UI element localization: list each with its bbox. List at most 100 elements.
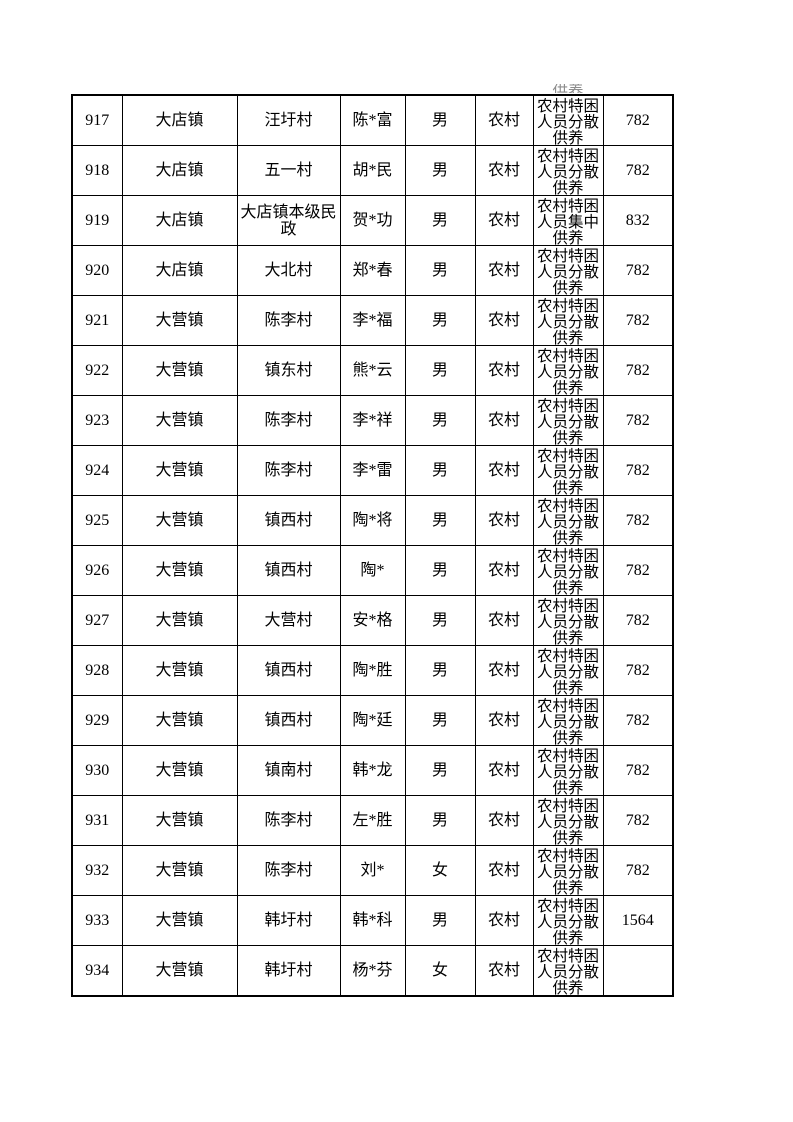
cell-village: 陈李村 [236,795,341,846]
cell-amount: 782 [602,295,674,346]
cell-gender: 男 [404,345,476,396]
table-row: 932 大营镇 陈李村 刘* 女 农村 农村特困人员分散供养 782 [71,845,674,896]
cell-name: 陶*廷 [339,695,406,746]
cell-gender: 女 [404,845,476,896]
cell-serial-number: 926 [71,545,123,596]
cell-amount: 782 [602,695,674,746]
cell-serial-number: 927 [71,595,123,646]
cell-hukou-type: 农村 [474,295,534,346]
table-row: 926 大营镇 镇西村 陶* 男 农村 农村特困人员分散供养 782 [71,545,674,596]
assistance-category-text: 农村特困人员分散供养 [536,448,599,495]
assistance-category-text: 农村特困人员分散供养 [536,348,599,395]
cell-town: 大营镇 [121,595,238,646]
cell-town: 大店镇 [121,245,238,296]
table-row: 919 大店镇 大店镇本级民政 贺*功 男 农村 农村特困人员集中供养 832 [71,195,674,246]
cell-assistance-category: 农村特困人员分散供养 [532,395,604,446]
cell-amount: 782 [602,845,674,896]
cell-assistance-category: 农村特困人员分散供养 [532,795,604,846]
cell-village: 镇东村 [236,345,341,396]
cell-assistance-category: 农村特困人员分散供养 [532,145,604,196]
cell-hukou-type: 农村 [474,895,534,946]
assistance-category-text: 农村特困人员分散供养 [536,498,599,545]
cell-amount: 782 [602,245,674,296]
table-row: 923 大营镇 陈李村 李*祥 男 农村 农村特困人员分散供养 782 [71,395,674,446]
cell-name: 贺*功 [339,195,406,246]
table-row: 924 大营镇 陈李村 李*雷 男 农村 农村特困人员分散供养 782 [71,445,674,496]
cell-amount: 782 [602,495,674,546]
assistance-category-text: 农村特困人员集中供养 [536,198,599,245]
cell-town: 大营镇 [121,845,238,896]
cell-amount: 1564 [602,895,674,946]
cell-assistance-category: 农村特困人员分散供养 [532,745,604,796]
assistance-category-text: 农村特困人员分散供养 [536,948,599,996]
cell-amount: 782 [602,94,674,146]
cell-village: 镇西村 [236,645,341,696]
cell-serial-number: 924 [71,445,123,496]
cell-hukou-type: 农村 [474,945,534,997]
cell-serial-number: 923 [71,395,123,446]
assistance-category-text: 农村特困人员分散供养 [536,698,599,745]
cell-assistance-category: 农村特困人员分散供养 [532,895,604,946]
cell-gender: 男 [404,395,476,446]
cell-gender: 男 [404,94,476,146]
cell-serial-number: 928 [71,645,123,696]
cell-amount: 782 [602,345,674,396]
table-row: 922 大营镇 镇东村 熊*云 男 农村 农村特困人员分散供养 782 [71,345,674,396]
cell-hukou-type: 农村 [474,195,534,246]
cell-serial-number: 920 [71,245,123,296]
table-row: 918 大店镇 五一村 胡*民 男 农村 农村特困人员分散供养 782 [71,145,674,196]
cell-amount [602,945,674,997]
assistance-category-text: 农村特困人员分散供养 [536,548,599,595]
cell-village: 韩圩村 [236,945,341,997]
cell-name: 左*胜 [339,795,406,846]
cell-assistance-category: 农村特困人员分散供养 [532,645,604,696]
cell-village: 陈李村 [236,295,341,346]
table-row: 920 大店镇 大北村 郑*春 男 农村 农村特困人员分散供养 782 [71,245,674,296]
cell-assistance-category: 农村特困人员分散供养 [532,695,604,746]
assistance-category-text: 农村特困人员分散供养 [536,398,599,445]
cell-serial-number: 933 [71,895,123,946]
cell-name: 陶*胜 [339,645,406,696]
cell-village: 大店镇本级民政 [236,195,341,246]
assistance-category-text: 农村特困人员分散供养 [536,598,599,645]
cell-gender: 男 [404,695,476,746]
cell-assistance-category: 农村特困人员分散供养 [532,345,604,396]
cell-town: 大营镇 [121,645,238,696]
cell-hukou-type: 农村 [474,395,534,446]
cell-serial-number: 919 [71,195,123,246]
assistance-category-text: 农村特困人员分散供养 [536,248,599,295]
cell-village: 大北村 [236,245,341,296]
cell-assistance-category: 农村特困人员集中供养 [532,195,604,246]
cell-village: 镇西村 [236,495,341,546]
cell-hukou-type: 农村 [474,845,534,896]
table-row: 917 大店镇 汪圩村 陈*富 男 农村 农村特困人员分散供养 782 [71,94,674,146]
cell-name: 韩*科 [339,895,406,946]
cell-serial-number: 929 [71,695,123,746]
cell-town: 大店镇 [121,145,238,196]
cell-hukou-type: 农村 [474,545,534,596]
cell-serial-number: 930 [71,745,123,796]
table-row: 921 大营镇 陈李村 李*福 男 农村 农村特困人员分散供养 782 [71,295,674,346]
assistance-category-text: 农村特困人员分散供养 [536,98,599,145]
cell-assistance-category: 农村特困人员分散供养 [532,945,604,997]
cell-town: 大店镇 [121,195,238,246]
cell-assistance-category: 农村特困人员分散供养 [532,595,604,646]
cell-serial-number: 931 [71,795,123,846]
cell-name: 杨*芬 [339,945,406,997]
cell-hukou-type: 农村 [474,745,534,796]
assistance-category-text: 农村特困人员分散供养 [536,798,599,845]
cell-village: 镇西村 [236,695,341,746]
cell-gender: 男 [404,645,476,696]
cell-village: 汪圩村 [236,94,341,146]
cell-name: 胡*民 [339,145,406,196]
cell-town: 大营镇 [121,395,238,446]
cell-name: 陶*将 [339,495,406,546]
cell-assistance-category: 农村特困人员分散供养 [532,445,604,496]
cell-gender: 男 [404,595,476,646]
cell-amount: 832 [602,195,674,246]
cell-serial-number: 934 [71,945,123,997]
cell-assistance-category: 农村特困人员分散供养 [532,545,604,596]
cell-hukou-type: 农村 [474,595,534,646]
cell-gender: 男 [404,895,476,946]
cell-amount: 782 [602,745,674,796]
